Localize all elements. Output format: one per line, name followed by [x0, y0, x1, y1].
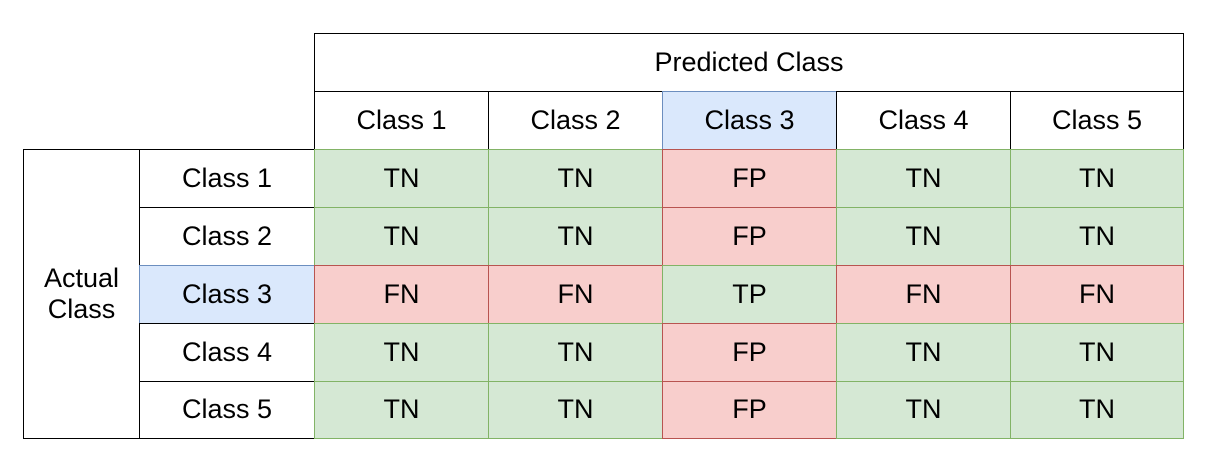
matrix-cell: FN [836, 265, 1011, 324]
column-header-label: Class 5 [1051, 104, 1143, 135]
matrix-cell: TN [314, 149, 489, 208]
cell-value: FP [732, 394, 767, 425]
cell-value: FP [732, 220, 767, 251]
predicted-class-label: Predicted Class [654, 46, 844, 77]
cell-value: TN [383, 220, 420, 251]
predicted-class-header: Predicted Class [314, 33, 1184, 92]
column-header-label: Class 3 [704, 104, 795, 135]
row-header-label: Class 5 [181, 394, 273, 425]
matrix-cell: TN [836, 323, 1011, 382]
column-header-label: Class 4 [878, 104, 969, 135]
cell-value: TN [1079, 394, 1115, 425]
matrix-cell: TN [836, 149, 1011, 208]
cell-value: TN [383, 394, 420, 425]
cell-value: TN [557, 162, 594, 193]
cell-value: FN [383, 278, 420, 309]
cell-value: FN [557, 278, 594, 309]
cell-value: FP [732, 336, 767, 367]
row-header-label: Class 4 [181, 336, 273, 367]
row-header-label: Class 2 [181, 220, 273, 251]
column-header-class-3: Class 3 [662, 91, 837, 150]
actual-class-label: Actual Class [43, 262, 120, 324]
actual-class-header: Actual Class [23, 149, 140, 439]
matrix-cell: TN [488, 207, 663, 266]
row-header-label: Class 1 [181, 162, 273, 193]
column-header-label: Class 1 [356, 104, 447, 135]
cell-value: FN [1079, 278, 1115, 309]
matrix-cell: FP [662, 207, 837, 266]
matrix-cell: TN [488, 323, 663, 382]
matrix-cell: TN [836, 381, 1011, 439]
cell-value: FP [732, 162, 767, 193]
cell-value: TP [732, 278, 767, 309]
column-header-class-5: Class 5 [1010, 91, 1184, 150]
matrix-cell: TN [314, 207, 489, 266]
cell-value: FN [905, 278, 942, 309]
matrix-cell: TN [488, 149, 663, 208]
row-header-class-4: Class 4 [139, 323, 315, 382]
cell-value: TN [1079, 220, 1115, 251]
cell-value: TN [383, 162, 420, 193]
matrix-cell: TP [662, 265, 837, 324]
matrix-cell: FN [314, 265, 489, 324]
matrix-cell: TN [488, 381, 663, 439]
row-header-class-2: Class 2 [139, 207, 315, 266]
matrix-cell: TN [1010, 323, 1184, 382]
matrix-cell: FN [488, 265, 663, 324]
row-header-class-3: Class 3 [139, 265, 315, 324]
row-header-label: Class 3 [181, 278, 273, 309]
cell-value: TN [557, 336, 594, 367]
column-header-class-2: Class 2 [488, 91, 663, 150]
matrix-cell: TN [314, 381, 489, 439]
matrix-cell: FP [662, 323, 837, 382]
cell-value: TN [905, 220, 942, 251]
cell-value: TN [905, 162, 942, 193]
cell-value: TN [557, 220, 594, 251]
matrix-cell: TN [1010, 207, 1184, 266]
row-header-class-1: Class 1 [139, 149, 315, 208]
matrix-cell: TN [1010, 381, 1184, 439]
column-header-class-4: Class 4 [836, 91, 1011, 150]
matrix-cell: FP [662, 381, 837, 439]
cell-value: TN [1079, 336, 1115, 367]
row-header-class-5: Class 5 [139, 381, 315, 439]
matrix-cell: TN [836, 207, 1011, 266]
cell-value: TN [905, 394, 942, 425]
cell-value: TN [383, 336, 420, 367]
column-header-label: Class 2 [530, 104, 621, 135]
cell-value: TN [1079, 162, 1115, 193]
cell-value: TN [905, 336, 942, 367]
matrix-cell: FN [1010, 265, 1184, 324]
column-header-class-1: Class 1 [314, 91, 489, 150]
matrix-cell: TN [314, 323, 489, 382]
matrix-cell: TN [1010, 149, 1184, 208]
matrix-cell: FP [662, 149, 837, 208]
cell-value: TN [557, 394, 594, 425]
